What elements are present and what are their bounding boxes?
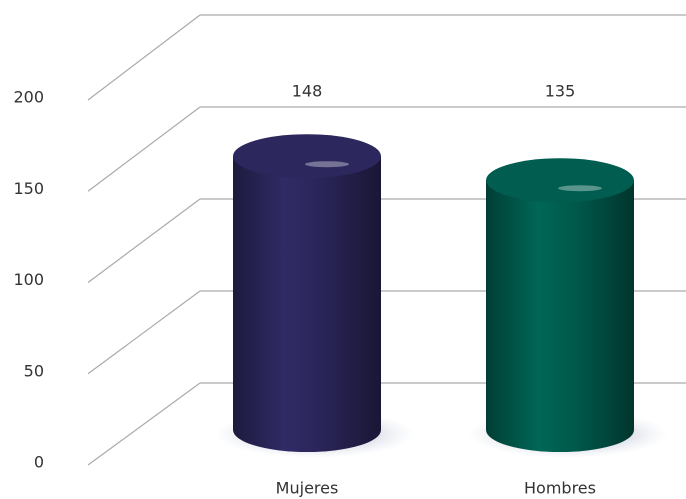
grid-line [87,382,201,466]
bar-highlight [558,185,602,192]
value-label: 148 [292,82,323,101]
grid-line [87,106,201,192]
x-tick-label: Mujeres [276,479,339,498]
grid-line [87,198,201,283]
grid-line [87,14,201,101]
bar-top [233,134,381,179]
y-tick-label: 150 [13,179,44,198]
y-tick-label: 0 [34,453,44,472]
grid-line [87,290,201,375]
value-label: 135 [545,82,576,101]
bar-top [486,158,634,203]
bar [233,156,381,452]
y-tick-label: 50 [24,361,44,380]
y-tick-label: 100 [13,270,44,289]
bar-highlight [305,161,349,168]
y-tick-label: 200 [13,88,44,107]
bar [486,180,634,452]
x-tick-label: Hombres [524,479,596,498]
